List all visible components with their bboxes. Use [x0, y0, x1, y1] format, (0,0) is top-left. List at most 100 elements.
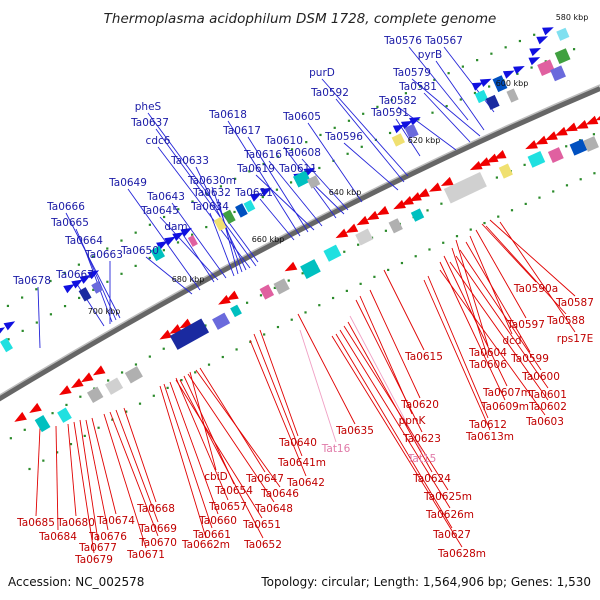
- gene-label[interactable]: cdc6: [146, 135, 171, 147]
- gene-label[interactable]: Ta0652: [243, 539, 282, 551]
- gene-label[interactable]: Ta0621: [234, 187, 273, 199]
- gene-label[interactable]: Ta0661: [192, 529, 231, 541]
- gene-label[interactable]: Ta0610: [264, 135, 303, 147]
- gene-label[interactable]: Ta0623: [402, 433, 441, 445]
- gene-label[interactable]: pheS: [135, 101, 162, 113]
- gene-label[interactable]: Ta0628m: [437, 548, 486, 560]
- gene-label[interactable]: Ta0657: [208, 501, 247, 513]
- gene-label[interactable]: Ta0591: [370, 107, 409, 119]
- gene-label[interactable]: Ta0642: [286, 477, 325, 489]
- gene-label[interactable]: ppnK: [399, 415, 427, 427]
- gene-label[interactable]: Ta0677: [78, 542, 117, 554]
- gene-label[interactable]: Ta0684: [38, 531, 77, 543]
- gene-label[interactable]: Ta0581: [398, 81, 437, 93]
- gene-label[interactable]: Ta0634: [190, 201, 229, 213]
- gene-label[interactable]: Ta0637: [130, 117, 169, 129]
- gene-label[interactable]: Ta0685: [16, 517, 55, 529]
- gene-label[interactable]: pyrB: [418, 49, 442, 61]
- gene-label[interactable]: Ta0679: [74, 554, 113, 566]
- gene-label[interactable]: Ta0641m: [277, 457, 326, 469]
- gene-label[interactable]: Ta0678: [12, 275, 51, 287]
- gene-label[interactable]: Ta0646: [260, 488, 299, 500]
- gene-label[interactable]: Ta0601: [528, 389, 567, 401]
- gene-label[interactable]: Tat16: [321, 443, 351, 455]
- gene-label[interactable]: Ta0625m: [423, 491, 472, 503]
- gene-label[interactable]: Ta0666: [46, 201, 85, 213]
- gene-label[interactable]: Ta0633: [170, 155, 209, 167]
- gene-label[interactable]: Ta0618: [208, 109, 247, 121]
- gene-label[interactable]: Ta0582: [378, 95, 417, 107]
- gene-label[interactable]: Ta0643: [146, 191, 185, 203]
- gene-label[interactable]: Ta0596: [324, 131, 363, 143]
- gene-label[interactable]: Ta0590a: [513, 283, 558, 295]
- gene-label[interactable]: Ta0664: [64, 235, 103, 247]
- gene-label[interactable]: Ta0597: [506, 319, 545, 331]
- gene-label[interactable]: Ta0592: [310, 87, 349, 99]
- gene-label[interactable]: Ta0567: [424, 35, 463, 47]
- gene-label[interactable]: Ta0668: [136, 503, 175, 515]
- gene-label[interactable]: Ta0604: [468, 347, 507, 359]
- gene-label[interactable]: cbiD: [204, 471, 227, 483]
- gene-label[interactable]: Ta0670: [138, 537, 177, 549]
- guide-dot: [290, 318, 293, 321]
- guide-dot: [343, 250, 346, 253]
- gene-label[interactable]: Ta0619: [236, 163, 275, 175]
- label-leader: [249, 339, 307, 477]
- gene-label[interactable]: purD: [309, 67, 335, 79]
- gene-label[interactable]: Ta0587: [555, 297, 594, 309]
- gene-label[interactable]: Ta0645: [140, 205, 179, 217]
- label-leader: [73, 421, 95, 554]
- gene-label[interactable]: dam: [164, 221, 187, 233]
- gene-label[interactable]: Ta0624: [412, 473, 451, 485]
- gene-label[interactable]: Ta0676: [88, 531, 127, 543]
- gene-label[interactable]: Ta0632: [192, 187, 231, 199]
- gene-label[interactable]: Ta0665: [50, 217, 89, 229]
- guide-dot: [593, 172, 596, 175]
- gene-label[interactable]: Ta0662m: [181, 539, 230, 551]
- gene-label[interactable]: Ta0626m: [425, 509, 474, 521]
- gene-label[interactable]: Ta0600: [521, 371, 560, 383]
- gene-label[interactable]: Ta0630m: [187, 175, 236, 187]
- gene-label[interactable]: Ta0612: [468, 419, 507, 431]
- gene-label[interactable]: Ta0663: [84, 249, 123, 261]
- gene-label[interactable]: Ta0650: [120, 245, 159, 257]
- gene-label[interactable]: Ta0603: [525, 416, 564, 428]
- gene-label[interactable]: Ta0680: [56, 517, 95, 529]
- gene-label[interactable]: Ta0620: [400, 399, 439, 411]
- gene-label[interactable]: Ta0649: [108, 177, 147, 189]
- gene-label[interactable]: Ta0647: [245, 473, 284, 485]
- gene-label[interactable]: Ta0602: [528, 401, 567, 413]
- gene-label[interactable]: Ta0611: [278, 163, 317, 175]
- gene-label[interactable]: Ta0674: [96, 515, 135, 527]
- guide-dot: [35, 321, 38, 324]
- gene-label[interactable]: rps17E: [557, 333, 593, 345]
- gene-label[interactable]: Ta0588: [546, 315, 585, 327]
- gene-label[interactable]: Ta0599: [510, 353, 549, 365]
- gene-label[interactable]: Ta0613m: [465, 431, 514, 443]
- gene-label[interactable]: Ta0616: [243, 149, 282, 161]
- gene-label[interactable]: Ta0608: [282, 147, 321, 159]
- gene-label[interactable]: Ta0667: [55, 269, 94, 281]
- gene-label[interactable]: dcd: [502, 335, 521, 347]
- gene-label[interactable]: Ta0635: [335, 425, 374, 437]
- gene-label[interactable]: Ta0609m: [480, 401, 529, 413]
- gene-label[interactable]: Ta0605: [282, 111, 321, 123]
- gene-label[interactable]: Ta0651: [242, 519, 281, 531]
- guide-dot: [162, 215, 166, 219]
- gene-label[interactable]: Ta0660: [198, 515, 237, 527]
- gene-label[interactable]: Ta0607m: [482, 387, 531, 399]
- gene-label[interactable]: Ta0640: [278, 437, 317, 449]
- reverse-gene-arrow: [595, 116, 600, 121]
- gene-label[interactable]: Ta0576: [383, 35, 422, 47]
- gene-label[interactable]: Ta0579: [392, 67, 431, 79]
- gene-label[interactable]: Ta0648: [254, 503, 293, 515]
- gene-label[interactable]: Ta0669: [138, 523, 177, 535]
- gene-label[interactable]: Ta0617: [222, 125, 261, 137]
- gene-label[interactable]: Ta0654: [214, 485, 253, 497]
- guide-dot: [7, 338, 10, 341]
- gene-label[interactable]: Ta0606: [468, 359, 507, 371]
- gene-label[interactable]: Ta0627: [432, 529, 471, 541]
- gene-label[interactable]: Ta0671: [126, 549, 165, 561]
- gene-label[interactable]: Ta0615: [404, 351, 443, 363]
- gene-label[interactable]: Tat15: [407, 453, 437, 465]
